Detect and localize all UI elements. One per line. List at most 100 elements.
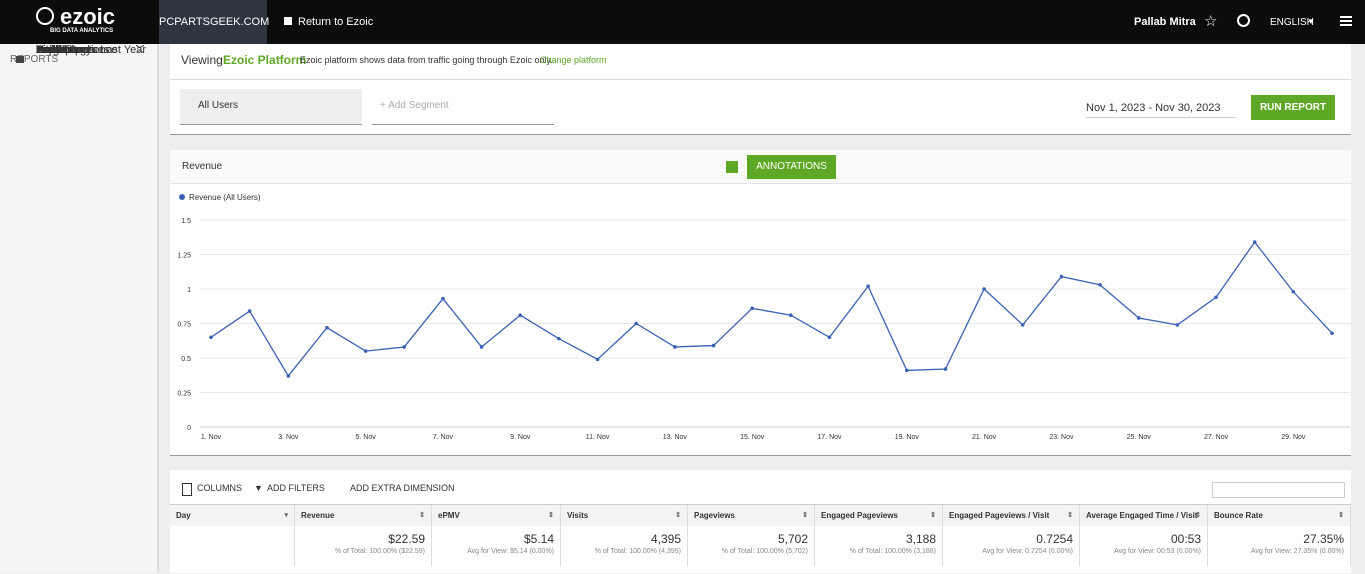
- sort-icon: ⇕: [802, 512, 808, 519]
- segment[interactable]: All Users: [180, 89, 362, 125]
- y-tick-label: 1.5: [181, 218, 191, 225]
- point: [286, 374, 291, 378]
- user-name[interactable]: Pallab Mitra: [1134, 16, 1196, 28]
- chart-card: Revenue ANNOTATIONS 0 0.25 0.5 0.75 1 1.25 1.5…: [170, 150, 1351, 456]
- point: [1098, 283, 1102, 287]
- y-tick-label: 1.25: [177, 253, 191, 260]
- sort-icon: ▾: [284, 512, 288, 519]
- total-note: % of Total: 100.00% (3,188): [849, 548, 936, 555]
- x-tick-label: 27. Nov: [1204, 434, 1229, 441]
- chevron: ﹀: [136, 45, 144, 54]
- total-cell: 5,702 % of Total: 100.00% (5,702): [688, 526, 815, 566]
- point: [1291, 289, 1296, 294]
- sidebar-label: Revenue vs. Last Year: [36, 44, 147, 56]
- point: [1330, 331, 1334, 335]
- total-cell: 0.7254 Avg for View: 0.7254 (0.00%): [943, 526, 1080, 566]
- column-title: Visits: [567, 511, 589, 520]
- search-icon[interactable]: [1237, 14, 1250, 27]
- point: [363, 349, 368, 353]
- point: [441, 296, 445, 301]
- sort-icon: ⇕: [675, 512, 681, 519]
- column-title: Average Engaged Time / Visit: [1086, 511, 1198, 520]
- x-tick-label: 17. Nov: [817, 434, 842, 441]
- column-header[interactable]: Day ▾: [170, 505, 295, 526]
- annotations-button[interactable]: ANNOTATIONS: [747, 155, 836, 179]
- chevron: ﹀: [136, 45, 144, 54]
- sidebar-label: Traffic Sources: [36, 44, 110, 56]
- point: [866, 284, 870, 289]
- chevron: ﹀: [136, 45, 144, 54]
- total-value: 5,702: [777, 532, 808, 546]
- star-icon[interactable]: ☆: [1204, 13, 1218, 30]
- viewing-bar: Viewing: Ezoic Platform Ezoic platform s…: [170, 44, 1351, 80]
- column-header[interactable]: Average Engaged Time / Visit ⇕: [1080, 505, 1208, 526]
- filters-button[interactable]: ADD FILTERS: [267, 483, 325, 493]
- annotations-checkbox[interactable]: [726, 161, 738, 173]
- point: [827, 335, 832, 340]
- column-title: Engaged Pageviews: [821, 511, 898, 520]
- column-header[interactable]: Pageviews ⇕: [688, 505, 815, 526]
- date-range[interactable]: Nov 1, 2023 - Nov 30, 2023: [1086, 102, 1236, 118]
- column-header[interactable]: Revenue ⇕: [295, 505, 432, 526]
- menu-icon[interactable]: [1340, 16, 1352, 18]
- column-header[interactable]: Engaged Pageviews ⇕: [815, 505, 943, 526]
- x-tick-label: 19. Nov: [895, 434, 920, 441]
- sidebar-label: User Experience: [36, 44, 118, 56]
- sidebar-label: Traffic: [36, 44, 66, 56]
- sort-icon: ⇕: [548, 512, 554, 519]
- chart: 0 0.25 0.5 0.75 1 1.25 1.5 1. Nov 3. Nov 5. Nov 7.…: [177, 193, 1350, 441]
- run-report[interactable]: RUN REPORT: [1251, 95, 1335, 120]
- sidebar-label: Sites: [36, 44, 61, 56]
- column-header[interactable]: Engaged Pageviews / Visit ⇕: [943, 505, 1080, 526]
- total-cell: 00:53 Avg for View: 00:53 (0.00%): [1080, 526, 1208, 566]
- chevron: ﹀: [136, 45, 144, 54]
- column-header[interactable]: ePMV ⇕: [432, 505, 561, 526]
- column-header[interactable]: Bounce Rate ⇕: [1208, 505, 1351, 526]
- point: [209, 335, 213, 340]
- point: [402, 345, 407, 349]
- filter-icon: ▼: [254, 483, 263, 493]
- point: [479, 345, 484, 349]
- total-value: 00:53: [1170, 532, 1201, 546]
- x-tick-label: 13. Nov: [663, 434, 688, 441]
- x-tick-label: 25. Nov: [1127, 434, 1152, 441]
- table-search[interactable]: [1212, 482, 1345, 498]
- total-value: $22.59: [388, 532, 425, 546]
- chevron: ﹀: [136, 45, 144, 54]
- sidebar-label: Behavior: [36, 44, 80, 56]
- table-card: COLUMNS ▼ ADD FILTERS ADD EXTRA DIMENSIO…: [170, 470, 1351, 573]
- sort-icon: ⇕: [1195, 512, 1201, 519]
- point: [904, 368, 909, 373]
- total-cell: 3,188 % of Total: 100.00% (3,188): [815, 526, 943, 566]
- return-link[interactable]: Return to Ezoic: [298, 16, 374, 28]
- total-value: 0.7254: [1036, 532, 1073, 546]
- total-note: Avg for View: 27.35% (0.00%): [1250, 548, 1344, 555]
- return-icon: [284, 17, 292, 25]
- chevron: ﹀: [136, 45, 144, 54]
- change-platform[interactable]: Change platform: [540, 55, 607, 65]
- sidebar: REPORTS Insights ﹀ Real-Time Revenue ︿ Revenu…: [0, 44, 159, 573]
- chevron: ﹀: [136, 45, 144, 54]
- language[interactable]: ENGLISH: [1270, 17, 1314, 28]
- point: [557, 336, 561, 341]
- x-tick-label: 3. Nov: [278, 434, 299, 441]
- logo[interactable]: ezoic: [60, 4, 116, 29]
- legend-label: Revenue (All Users): [189, 193, 261, 202]
- sort-icon: ⇕: [1067, 512, 1073, 519]
- language-caret: ▼: [1307, 17, 1315, 26]
- viewing-label: Viewing:: [181, 53, 227, 67]
- add-segment[interactable]: + Add Segment: [372, 89, 554, 125]
- columns-icon: [182, 483, 192, 496]
- point: [518, 313, 523, 318]
- total-note: Avg for View: $5.14 (0.00%): [467, 548, 554, 555]
- dimension-button[interactable]: ADD EXTRA DIMENSION: [350, 483, 455, 493]
- site-tab[interactable]: PCPARTSGEEK.COM: [159, 0, 269, 44]
- column-title: Day: [176, 511, 191, 520]
- column-header[interactable]: Visits ⇕: [561, 505, 688, 526]
- x-tick-label: 1. Nov: [201, 434, 222, 441]
- point: [673, 345, 677, 349]
- metric-select[interactable]: Revenue: [182, 161, 223, 172]
- columns-button[interactable]: COLUMNS: [197, 483, 243, 493]
- x-tick-label: 29. Nov: [1281, 434, 1306, 441]
- total-cell: 4,395 % of Total: 100.00% (4,395): [561, 526, 688, 566]
